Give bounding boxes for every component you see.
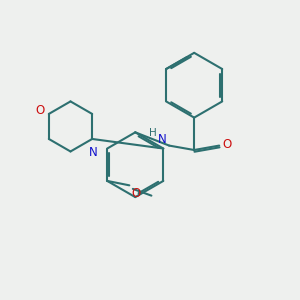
- Text: O: O: [35, 104, 44, 118]
- Text: N: N: [89, 146, 98, 159]
- Text: O: O: [132, 187, 141, 200]
- Text: N: N: [158, 133, 166, 146]
- Text: O: O: [223, 138, 232, 151]
- Text: H: H: [149, 128, 157, 138]
